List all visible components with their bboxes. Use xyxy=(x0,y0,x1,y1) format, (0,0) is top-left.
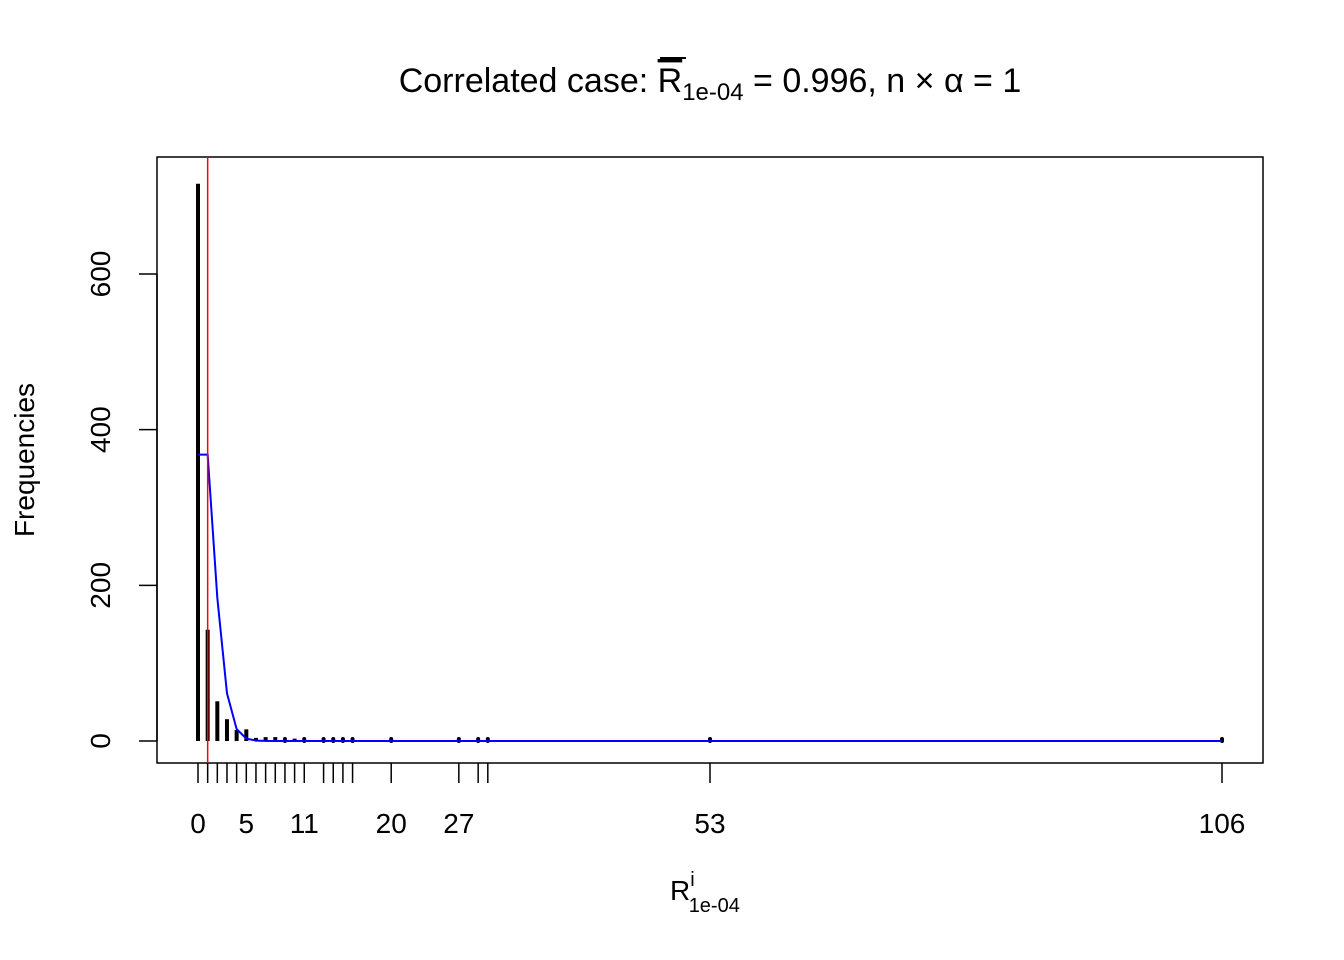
y-tick-label: 200 xyxy=(85,562,116,609)
title-suffix: = 0.996, n × α = 1 xyxy=(744,62,1022,100)
x-axis-label: Ri 1e-04 xyxy=(670,869,740,917)
xlabel-symbol: R xyxy=(670,875,690,906)
x-tick-label: 20 xyxy=(376,808,407,839)
chart-title: Correlated case: R1e-04 = 0.996, n × α =… xyxy=(399,62,1022,106)
title-prefix: Correlated case: xyxy=(399,62,658,100)
xlabel-superscript: i xyxy=(690,869,694,891)
x-tick-label: 53 xyxy=(694,808,725,839)
y-tick-label: 600 xyxy=(85,251,116,298)
x-tick-label: 5 xyxy=(239,808,255,839)
title-subscript: 1e-04 xyxy=(682,79,743,106)
plot-frame xyxy=(156,156,1264,764)
y-tick-label: 0 xyxy=(85,733,116,749)
x-tick-label: 106 xyxy=(1199,808,1246,839)
poisson-curve xyxy=(198,453,1222,742)
x-tick-label: 0 xyxy=(190,808,206,839)
x-tick-label: 11 xyxy=(290,808,319,839)
x-axis: 0 5 11 20 27 53 106 xyxy=(190,763,1245,839)
title-symbol: R xyxy=(658,62,683,100)
curve-line xyxy=(198,453,1222,742)
x-tick-label: 27 xyxy=(443,808,474,839)
y-tick-label: 400 xyxy=(85,406,116,453)
bars xyxy=(196,183,1224,743)
y-axis: 0 200 400 600 xyxy=(85,251,158,749)
y-axis-label: Frequencies xyxy=(9,383,40,537)
xlabel-subscript: 1e-04 xyxy=(689,895,740,917)
